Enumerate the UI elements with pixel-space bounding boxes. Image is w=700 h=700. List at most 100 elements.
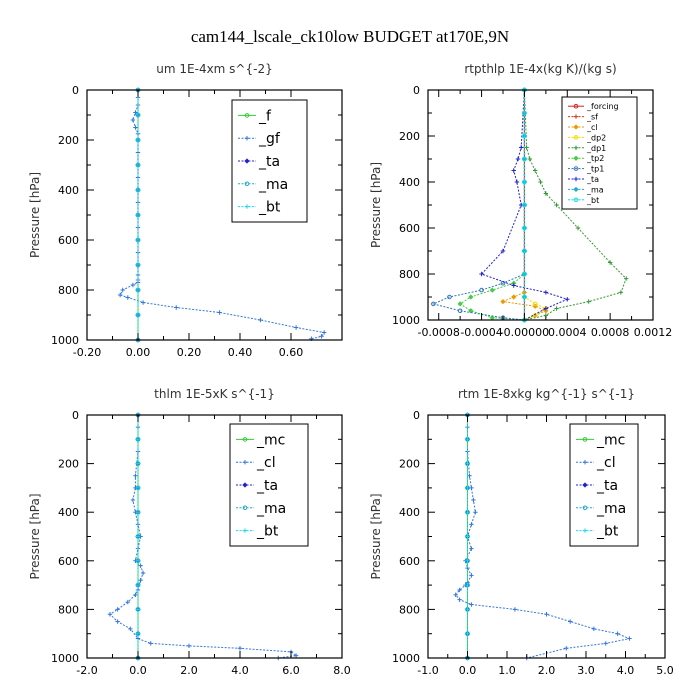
data-point — [130, 117, 136, 123]
legend-label: _ma — [586, 185, 604, 194]
y-tick-label: 400 — [399, 176, 420, 189]
data-point — [489, 287, 495, 293]
data-point — [457, 308, 463, 314]
legend-marker — [244, 136, 250, 141]
data-point — [522, 248, 527, 254]
y-axis-label: Pressure [hPa] — [28, 493, 42, 579]
data-point — [135, 558, 141, 563]
data-point — [524, 145, 529, 150]
data-point — [554, 202, 559, 208]
y-tick-label: 0 — [413, 409, 420, 422]
legend-marker — [573, 166, 579, 171]
data-point — [135, 485, 141, 491]
legend-label: _f — [258, 108, 272, 124]
data-point — [133, 473, 138, 478]
data-point — [522, 202, 527, 208]
legend-label: _ta — [256, 478, 278, 494]
legend-marker — [573, 176, 579, 182]
x-tick-label: 0.60 — [279, 346, 304, 359]
data-point — [130, 282, 136, 288]
data-point — [500, 298, 506, 305]
data-point — [514, 179, 520, 185]
data-point — [186, 643, 192, 649]
legend-marker — [242, 505, 248, 511]
data-point — [135, 237, 141, 243]
x-tick-label: -2.0 — [76, 664, 97, 677]
legend-marker — [573, 145, 579, 150]
data-point — [511, 283, 516, 288]
legend-marker — [573, 186, 579, 193]
data-point — [465, 631, 470, 636]
x-tick-label: 1.0 — [498, 664, 516, 677]
data-point — [522, 110, 527, 116]
data-point — [522, 133, 527, 139]
legend-label: _bt — [596, 524, 619, 540]
data-point — [603, 641, 608, 646]
data-point — [125, 295, 130, 300]
legend-label: _cl — [256, 455, 276, 471]
data-point — [319, 334, 324, 339]
x-tick-label: 0.40 — [228, 346, 253, 359]
data-point — [511, 294, 517, 300]
data-point — [135, 212, 141, 218]
data-point — [469, 546, 474, 551]
y-tick-label: 600 — [58, 555, 79, 568]
data-point — [467, 473, 472, 478]
data-point — [500, 248, 506, 254]
data-point — [321, 330, 327, 335]
y-axis-label: Pressure [hPa] — [369, 162, 383, 248]
chart-title: rtpthlp 1E-4x(kg K)/(kg s) — [464, 62, 616, 76]
series-tp1 — [431, 87, 527, 323]
legend-label: _tp1 — [586, 165, 604, 174]
legend-label: _dp1 — [586, 144, 606, 153]
legend-label: _mc — [596, 432, 625, 448]
y-tick-label: 400 — [58, 506, 79, 519]
data-point — [457, 597, 462, 602]
data-point — [133, 592, 138, 598]
data-point — [130, 497, 136, 503]
y-tick-label: 0 — [72, 409, 79, 422]
data-point — [107, 612, 113, 617]
data-point — [133, 110, 138, 115]
x-tick-label: 0.00 — [126, 346, 151, 359]
x-tick-label: 2.0 — [180, 664, 198, 677]
x-tick-label: -1.0 — [417, 664, 438, 677]
legend-label: _tp2 — [586, 154, 604, 163]
data-point — [117, 292, 123, 298]
data-point — [135, 137, 141, 143]
chart-panel-2: rtpthlp 1E-4x(kg K)/(kg s) Pressure [hPa]… — [369, 62, 672, 339]
data-point — [615, 631, 620, 636]
legend-label: _ma — [596, 501, 626, 517]
legend-marker — [244, 113, 250, 118]
data-point — [564, 646, 569, 651]
y-tick-label: 800 — [58, 603, 79, 616]
series-line — [431, 90, 525, 321]
x-tick-label: 4.0 — [231, 664, 249, 677]
data-point — [543, 306, 549, 311]
legend-marker — [244, 181, 250, 187]
legend: _mc _cl _ta _ma _bt — [569, 423, 639, 547]
data-point — [237, 646, 243, 651]
legend-label: _ta — [586, 175, 599, 184]
y-tick-label: 1000 — [51, 652, 79, 665]
legend-marker — [242, 437, 248, 442]
legend-marker — [573, 124, 579, 130]
data-point — [469, 573, 474, 578]
data-point — [586, 299, 591, 304]
y-tick-label: 200 — [399, 458, 420, 471]
chart-panel-1: um 1E-4xm s^{-2} Pressure [hPa] 0 200 400 600… — [28, 62, 343, 359]
data-point — [293, 653, 299, 658]
y-tick-label: 0 — [72, 84, 79, 97]
legend-label: _cl — [586, 123, 598, 132]
y-tick-label: 400 — [399, 506, 420, 519]
legend-marker — [242, 528, 248, 533]
legend-marker — [582, 460, 588, 465]
data-point — [465, 582, 470, 588]
data-point — [140, 570, 146, 576]
data-point — [522, 294, 527, 300]
y-tick-label: 1000 — [51, 334, 79, 347]
y-tick-label: 200 — [58, 134, 79, 147]
x-tick-label: -0.0004 — [460, 326, 502, 339]
data-point — [135, 437, 141, 442]
x-tick-label: 2.0 — [538, 664, 556, 677]
